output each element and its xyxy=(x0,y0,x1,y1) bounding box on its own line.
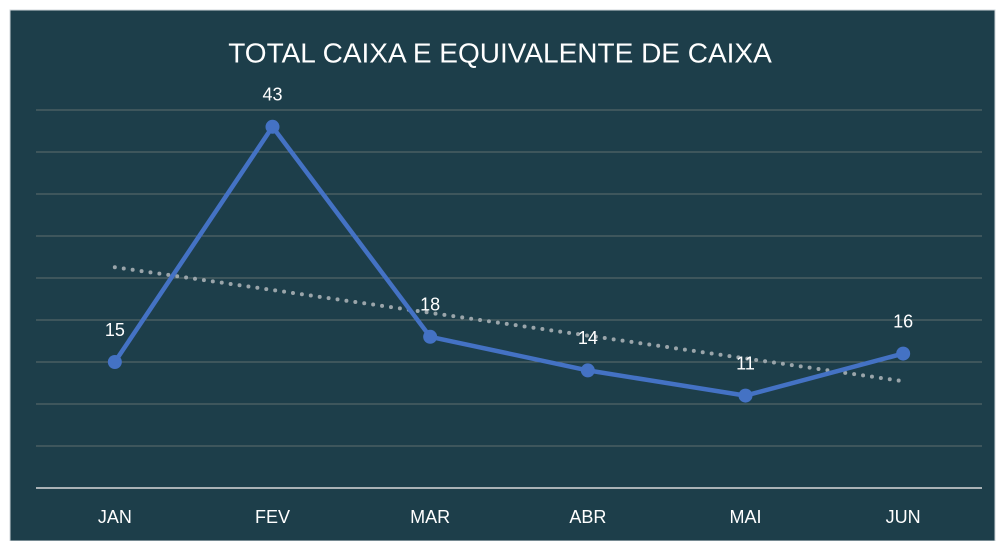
series-line xyxy=(112,124,904,398)
data-point xyxy=(580,363,595,378)
x-tick-label: MAR xyxy=(410,507,450,527)
x-tick-label: FEV xyxy=(255,507,290,527)
data-point xyxy=(265,119,280,134)
data-point xyxy=(107,355,122,369)
x-tick-label: MAI xyxy=(729,507,761,527)
x-tick-label: JUN xyxy=(886,507,921,527)
x-tick-label: JAN xyxy=(98,507,132,527)
chart-background xyxy=(9,9,996,542)
data-label: 16 xyxy=(893,311,913,331)
data-label: 18 xyxy=(420,295,440,315)
data-point xyxy=(423,329,438,344)
data-label: 43 xyxy=(262,85,282,105)
data-point xyxy=(896,346,911,361)
data-label: 11 xyxy=(736,353,755,373)
data-point xyxy=(738,388,753,403)
x-tick-label: ABR xyxy=(569,507,606,527)
chart-title: TOTAL CAIXA E EQUIVALENTE DE CAIXA xyxy=(228,37,772,68)
data-label: 14 xyxy=(578,328,598,348)
data-label: 15 xyxy=(105,320,125,340)
